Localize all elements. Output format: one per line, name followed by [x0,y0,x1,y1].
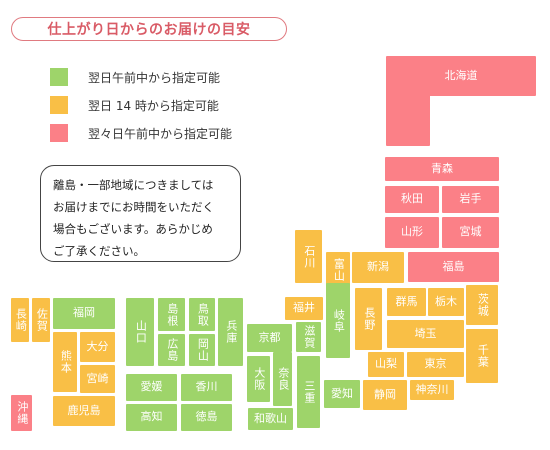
pref-kochi[interactable]: 高知 [126,404,177,431]
pref-miyazaki[interactable]: 宮崎 [80,365,115,393]
pref-aomori[interactable]: 青森 [385,157,499,181]
pref-shimane[interactable]: 島根 [158,298,185,331]
legend-label: 翌々日午前中から指定可能 [88,126,233,141]
pref-mie[interactable]: 三重 [297,356,320,428]
pref-tokyo[interactable]: 東京 [407,352,464,377]
note-line: お届けまでにお時間をいただく [53,200,214,214]
pref-kanagawa[interactable]: 神奈川 [410,380,454,400]
legend-item-pink: 翌々日午前中から指定可能 [50,124,232,142]
pref-iwate[interactable]: 岩手 [442,186,499,213]
note-line: ご了承ください。 [53,244,145,258]
pref-ehime[interactable]: 愛媛 [126,374,177,401]
note-text: 離島・一部地域につきましては お届けまでにお時間をいただく 場合もございます。あ… [53,174,238,262]
pref-kyoto[interactable]: 京都 [247,324,292,352]
pref-hokkaido[interactable]: 北海道 [386,56,536,96]
pref-shizuoka[interactable]: 静岡 [363,380,407,410]
pref-kumamoto[interactable]: 熊本 [53,332,77,392]
pref-fukuoka[interactable]: 福岡 [53,298,115,329]
pref-okinawa[interactable]: 沖縄 [11,395,32,431]
note-line: 場合もございます。あらかじめ [53,222,213,236]
pref-hiroshima[interactable]: 広島 [158,334,185,366]
pref-chiba[interactable]: 千葉 [466,329,498,383]
pref-hyogo[interactable]: 兵庫 [218,298,243,366]
pref-nagano[interactable]: 長野 [355,288,382,350]
pref-niigata[interactable]: 新潟 [352,252,404,283]
pref-kagawa[interactable]: 香川 [181,374,232,401]
legend-swatch-green [50,68,68,86]
pref-shiga[interactable]: 滋賀 [296,322,321,352]
pref-ibaraki[interactable]: 茨城 [466,285,498,325]
pref-osaka[interactable]: 大阪 [247,356,270,402]
pref-yamagata[interactable]: 山形 [385,217,439,248]
pref-okayama[interactable]: 岡山 [189,334,215,366]
pref-yamanashi[interactable]: 山梨 [368,352,404,377]
pref-ishikawa[interactable]: 石川 [295,230,322,283]
pref-kagoshima[interactable]: 鹿児島 [53,396,115,426]
page-title: 仕上がり日からのお届けの目安 [47,22,251,38]
pref-tokushima[interactable]: 徳島 [181,404,232,431]
pref-saitama[interactable]: 埼玉 [387,320,464,348]
pref-gifu[interactable]: 岐阜 [326,283,350,358]
pref-wakayama[interactable]: 和歌山 [248,408,293,430]
pref-gunma[interactable]: 群馬 [387,288,426,316]
legend-label: 翌日午前中から指定可能 [88,70,221,85]
pref-aichi[interactable]: 愛知 [324,380,360,408]
pref-fukui[interactable]: 福井 [285,297,323,320]
pref-akita[interactable]: 秋田 [385,186,439,213]
pref-hokkaido-lower [386,94,430,146]
title-frame: 仕上がり日からのお届けの目安 [11,17,287,41]
legend-swatch-orange [50,96,68,114]
legend-label: 翌日 14 時から指定可能 [88,98,219,113]
pref-oita[interactable]: 大分 [80,332,115,362]
pref-tochigi[interactable]: 栃木 [428,288,464,316]
legend-item-orange: 翌日 14 時から指定可能 [50,96,219,114]
pref-fukushima[interactable]: 福島 [408,252,499,282]
pref-yamaguchi[interactable]: 山口 [126,298,154,366]
legend-item-green: 翌日午前中から指定可能 [50,68,220,86]
pref-tottori[interactable]: 鳥取 [189,298,215,331]
legend-swatch-pink [50,124,68,142]
note-box: 離島・一部地域につきましては お届けまでにお時間をいただく 場合もございます。あ… [40,165,241,262]
pref-nagasaki[interactable]: 長崎 [11,298,29,342]
pref-nara[interactable]: 奈良 [273,352,292,406]
pref-miyagi[interactable]: 宮城 [442,217,499,248]
pref-saga[interactable]: 佐賀 [32,298,50,342]
pref-toyama[interactable]: 富山 [326,252,350,288]
note-line: 離島・一部地域につきましては [53,178,214,192]
